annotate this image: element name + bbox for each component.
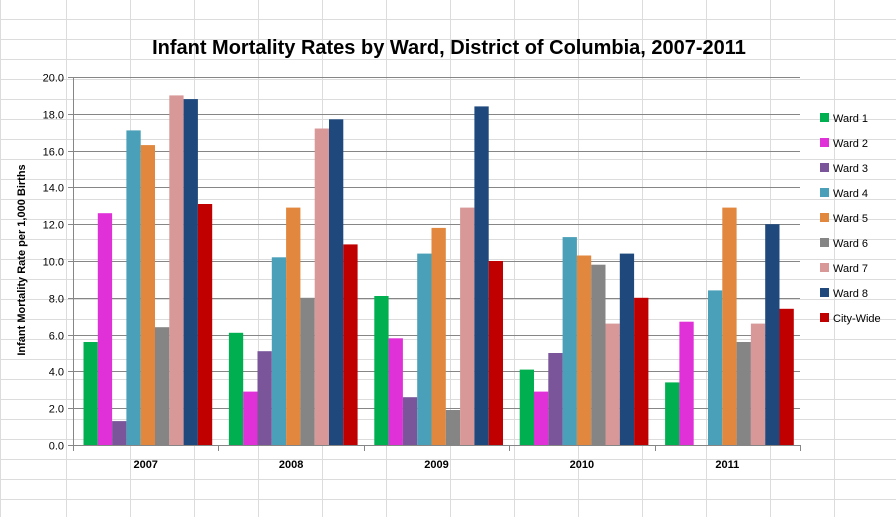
bar-city-wide-2007 — [197, 204, 213, 445]
bars — [83, 95, 794, 446]
bar-ward-3-2008 — [257, 351, 272, 445]
bar-ward-4-2009 — [417, 253, 432, 445]
bar-ward-5-2007 — [140, 145, 155, 445]
bar-city-wide-2010 — [634, 297, 649, 445]
y-tick-label: 14.0 — [43, 183, 64, 195]
legend-label: City-Wide — [833, 313, 881, 325]
legend-swatch — [820, 163, 829, 172]
bar-ward-4-2010 — [562, 237, 577, 445]
bar-ward-8-2007 — [183, 99, 198, 445]
legend-label: Ward 6 — [833, 238, 868, 250]
bar-ward-8-2008 — [329, 119, 344, 446]
legend-label: Ward 1 — [833, 113, 868, 125]
bar-ward-3-2010 — [548, 353, 563, 445]
y-tick-label: 16.0 — [43, 147, 64, 159]
legend-label: Ward 3 — [833, 163, 868, 175]
y-tick-label: 2.0 — [49, 404, 64, 416]
y-tick-label: 20.0 — [43, 73, 64, 85]
bar-ward-7-2008 — [314, 128, 329, 445]
bar-ward-8-2011 — [765, 224, 780, 445]
y-tick-label: 6.0 — [49, 331, 64, 343]
bar-ward-3-2007 — [112, 421, 127, 445]
x-tick-label: 2011 — [715, 459, 739, 471]
y-tick-label: 8.0 — [49, 294, 64, 306]
bar-ward-6-2008 — [300, 297, 315, 445]
legend-label: Ward 8 — [833, 288, 868, 300]
y-tick-label: 18.0 — [43, 110, 64, 122]
y-tick-label: 4.0 — [49, 367, 64, 379]
bar-ward-4-2008 — [271, 257, 287, 445]
bar-ward-3-2009 — [402, 397, 418, 445]
legend-swatch — [820, 138, 829, 147]
bar-ward-6-2010 — [591, 264, 606, 445]
bar-ward-6-2009 — [445, 410, 461, 445]
legend-swatch — [820, 263, 829, 272]
legend-swatch — [820, 113, 829, 122]
bar-ward-6-2007 — [155, 327, 170, 445]
bar-ward-5-2010 — [576, 255, 592, 445]
bar-ward-2-2010 — [534, 391, 549, 445]
bar-city-wide-2008 — [343, 244, 358, 445]
bar-ward-4-2011 — [708, 290, 723, 445]
y-tick-label: 12.0 — [43, 220, 64, 232]
chart-title: Infant Mortality Rates by Ward, District… — [152, 37, 746, 59]
bar-ward-1-2008 — [228, 332, 244, 445]
bar-ward-7-2007 — [169, 95, 184, 446]
bar-city-wide-2009 — [488, 261, 503, 445]
bar-ward-7-2010 — [605, 323, 620, 445]
x-tick-label: 2007 — [133, 459, 157, 471]
bar-ward-4-2007 — [126, 130, 141, 445]
bar-ward-7-2011 — [750, 323, 766, 445]
y-axis-ticks: 0.0 2.0 4.0 6.0 8.0 10.0 12.0 14.0 16.0 18.0 20.0 — [43, 73, 73, 453]
x-tick-label: 2008 — [279, 459, 303, 471]
bar-ward-1-2007 — [83, 342, 98, 445]
x-axis: 2007 2008 2009 2010 2011 — [73, 445, 801, 471]
y-tick-label: 10.0 — [43, 257, 64, 269]
legend-label: Ward 2 — [833, 138, 868, 150]
bar-ward-5-2008 — [286, 207, 301, 445]
bar-ward-1-2010 — [519, 369, 534, 445]
x-tick-label: 2009 — [424, 459, 448, 471]
bar-ward-2-2008 — [243, 391, 258, 445]
legend-label: Ward 5 — [833, 213, 868, 225]
bar-ward-7-2009 — [460, 207, 475, 445]
bar-ward-5-2011 — [722, 207, 737, 445]
legend-swatch — [820, 288, 829, 297]
legend-label: Ward 4 — [833, 188, 868, 200]
bar-ward-1-2009 — [374, 296, 389, 445]
bar-ward-2-2011 — [679, 321, 694, 445]
bar-ward-2-2009 — [388, 338, 403, 445]
legend-swatch — [820, 188, 829, 197]
legend-swatch — [820, 313, 829, 322]
bar-ward-8-2010 — [619, 253, 635, 445]
bar-ward-5-2009 — [431, 227, 446, 445]
y-tick-label: 0.0 — [49, 441, 64, 453]
x-tick-label: 2010 — [570, 459, 594, 471]
y-axis-title: Infant Mortality Rate per 1,000 Births — [16, 164, 28, 355]
legend-label: Ward 7 — [833, 263, 868, 275]
bar-ward-8-2009 — [474, 106, 489, 446]
bar-ward-2-2007 — [97, 213, 113, 445]
legend-swatch — [820, 238, 829, 247]
bar-city-wide-2011 — [779, 308, 794, 445]
bar-ward-1-2011 — [665, 382, 680, 445]
legend: Ward 1 Ward 2 Ward 3 Ward 4 Ward 5 Ward 6 Ward… — [820, 113, 881, 325]
bar-ward-6-2011 — [736, 342, 751, 445]
legend-swatch — [820, 213, 829, 222]
